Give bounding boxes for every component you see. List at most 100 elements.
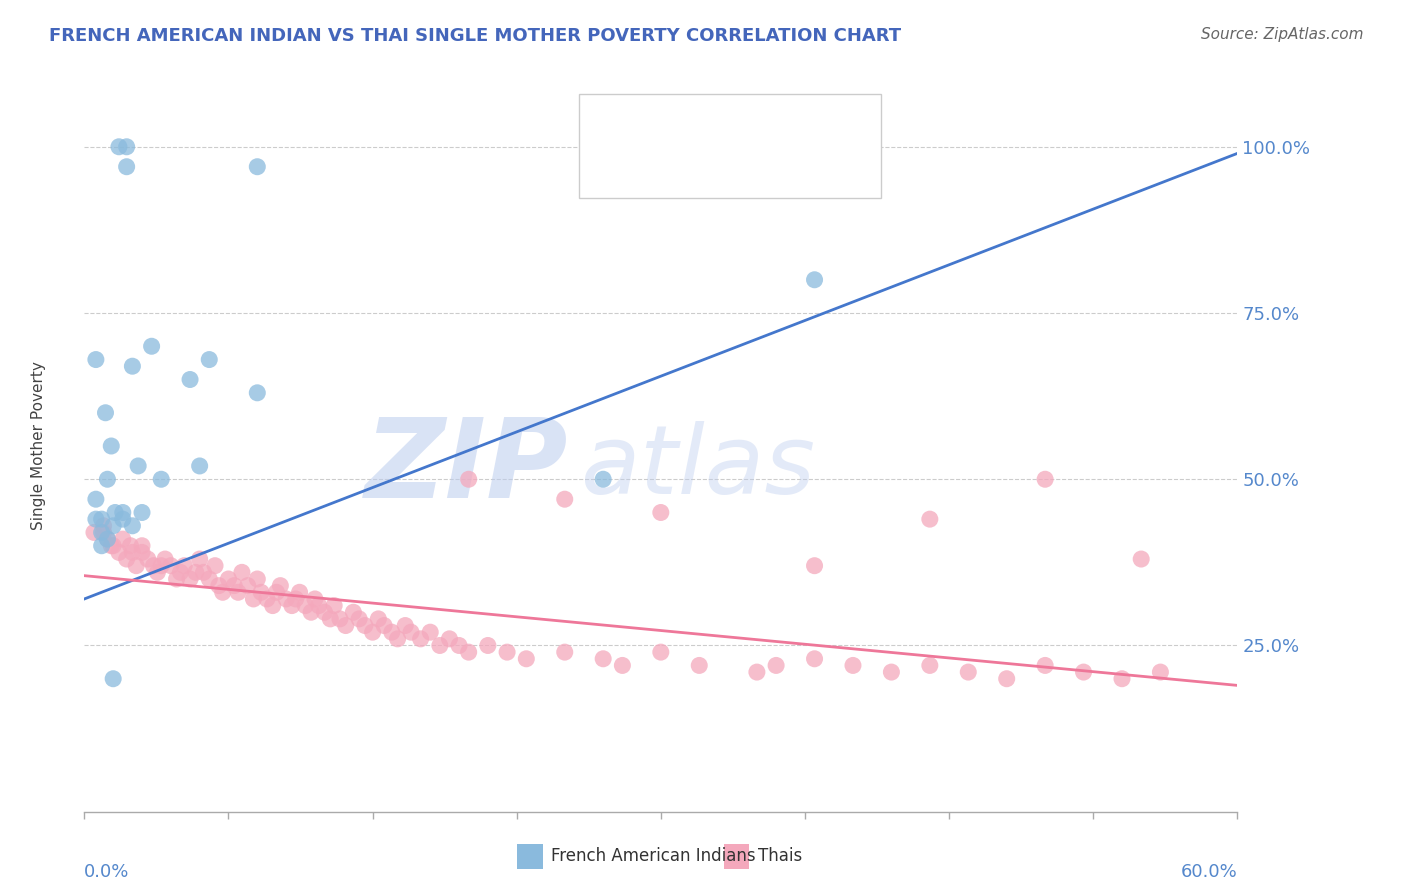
- Point: [373, 618, 395, 632]
- Point: [94, 406, 117, 420]
- Point: [361, 625, 384, 640]
- Point: [141, 339, 163, 353]
- Point: [515, 652, 537, 666]
- Point: [121, 545, 143, 559]
- Point: [103, 539, 124, 553]
- Point: [592, 472, 614, 486]
- Point: [179, 372, 201, 386]
- Point: [496, 645, 519, 659]
- Point: [150, 558, 173, 573]
- Point: [399, 625, 422, 640]
- Text: 0.0%: 0.0%: [84, 863, 129, 881]
- Point: [765, 658, 787, 673]
- Point: [329, 612, 352, 626]
- Point: [457, 472, 479, 486]
- Point: [103, 672, 124, 686]
- Text: R = -0.222   N = 99: R = -0.222 N = 99: [637, 157, 800, 176]
- Point: [554, 492, 576, 507]
- Point: [299, 605, 322, 619]
- Point: [150, 472, 173, 486]
- Point: [131, 506, 153, 520]
- Point: [226, 585, 249, 599]
- Point: [211, 585, 233, 599]
- Point: [231, 566, 253, 580]
- Point: [347, 612, 370, 626]
- Point: [288, 585, 311, 599]
- Point: [323, 599, 346, 613]
- Point: [166, 572, 188, 586]
- Point: [439, 632, 461, 646]
- Point: [250, 585, 273, 599]
- Point: [319, 612, 342, 626]
- Point: [173, 558, 195, 573]
- Point: [1149, 665, 1171, 679]
- Point: [281, 599, 304, 613]
- Point: [179, 572, 201, 586]
- Point: [314, 605, 336, 619]
- Point: [457, 645, 479, 659]
- Point: [96, 472, 118, 486]
- Text: French American Indians: French American Indians: [551, 847, 756, 865]
- Point: [96, 532, 118, 546]
- Point: [803, 652, 825, 666]
- Point: [198, 572, 221, 586]
- Point: [1033, 658, 1056, 673]
- Point: [120, 539, 142, 553]
- Point: [115, 160, 138, 174]
- Point: [131, 545, 153, 559]
- Point: [387, 632, 409, 646]
- Text: R =  0.570   N =  31: R = 0.570 N = 31: [637, 121, 804, 140]
- Point: [188, 458, 211, 473]
- Point: [188, 552, 211, 566]
- Text: Source: ZipAtlas.com: Source: ZipAtlas.com: [1201, 27, 1364, 42]
- Point: [121, 518, 143, 533]
- Point: [84, 352, 107, 367]
- Point: [554, 645, 576, 659]
- Point: [115, 140, 138, 154]
- Point: [153, 552, 176, 566]
- Text: 60.0%: 60.0%: [1181, 863, 1237, 881]
- Point: [184, 566, 207, 580]
- Point: [592, 652, 614, 666]
- Point: [650, 645, 672, 659]
- Point: [842, 658, 865, 673]
- Point: [125, 558, 148, 573]
- Point: [262, 599, 284, 613]
- Point: [96, 532, 118, 546]
- Point: [224, 579, 246, 593]
- Point: [246, 572, 269, 586]
- Point: [381, 625, 404, 640]
- Point: [131, 539, 153, 553]
- Point: [294, 599, 316, 613]
- Point: [111, 532, 134, 546]
- Point: [84, 492, 107, 507]
- Point: [90, 512, 112, 526]
- Point: [342, 605, 364, 619]
- Point: [208, 579, 231, 593]
- Point: [335, 618, 357, 632]
- Point: [90, 539, 112, 553]
- Point: [100, 539, 122, 553]
- Point: [115, 552, 138, 566]
- Point: [276, 591, 298, 606]
- Point: [111, 506, 134, 520]
- Point: [160, 558, 183, 573]
- Point: [236, 579, 259, 593]
- Point: [803, 558, 825, 573]
- Point: [111, 512, 134, 526]
- Point: [100, 439, 122, 453]
- Point: [612, 658, 634, 673]
- Point: [1033, 472, 1056, 486]
- Point: [218, 572, 240, 586]
- Text: FRENCH AMERICAN INDIAN VS THAI SINGLE MOTHER POVERTY CORRELATION CHART: FRENCH AMERICAN INDIAN VS THAI SINGLE MO…: [49, 27, 901, 45]
- Text: atlas: atlas: [581, 421, 815, 515]
- Point: [256, 591, 278, 606]
- Text: Single Mother Poverty: Single Mother Poverty: [31, 361, 46, 531]
- Point: [918, 512, 941, 526]
- Point: [308, 599, 330, 613]
- Point: [745, 665, 768, 679]
- Point: [409, 632, 432, 646]
- Point: [93, 525, 115, 540]
- Point: [108, 140, 131, 154]
- Point: [269, 579, 291, 593]
